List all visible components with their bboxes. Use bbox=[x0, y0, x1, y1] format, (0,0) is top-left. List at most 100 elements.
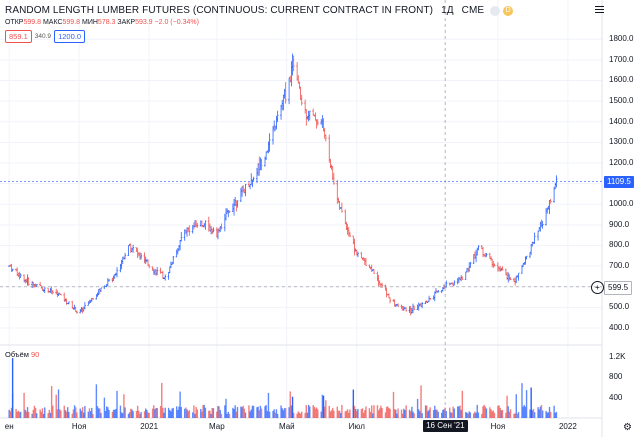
price-bar bbox=[19, 273, 22, 278]
price-bar bbox=[107, 279, 110, 282]
volume-bar bbox=[410, 411, 412, 418]
volume-bar bbox=[329, 411, 332, 418]
volume-bar bbox=[131, 409, 133, 418]
price-bar bbox=[460, 275, 463, 282]
volume-bar bbox=[241, 407, 243, 418]
price-bar bbox=[372, 269, 375, 274]
volume-bar bbox=[159, 405, 162, 418]
volume-bar bbox=[380, 405, 382, 418]
volume-bar bbox=[97, 408, 100, 418]
price-bar bbox=[63, 292, 66, 302]
volume-bar bbox=[493, 412, 496, 418]
volume-bar bbox=[164, 407, 166, 418]
price-bar bbox=[195, 220, 198, 228]
volume-bar bbox=[188, 410, 190, 418]
hamburger-icon[interactable] bbox=[595, 5, 604, 14]
volume-bar bbox=[381, 407, 383, 418]
price-bar bbox=[412, 303, 415, 314]
price-bar bbox=[171, 261, 174, 265]
volume-bar bbox=[130, 408, 132, 418]
price-bar bbox=[484, 252, 487, 258]
price-bar bbox=[275, 115, 278, 130]
volume-bar bbox=[143, 411, 146, 418]
volume-bar bbox=[484, 406, 486, 418]
volume-bar bbox=[451, 412, 453, 418]
volume-bar bbox=[33, 405, 36, 418]
price-bar bbox=[176, 247, 179, 255]
volume-bar bbox=[369, 411, 372, 418]
volume-bar bbox=[505, 412, 507, 418]
volume-bar bbox=[281, 408, 283, 418]
price-bar bbox=[81, 307, 84, 314]
volume-bar bbox=[306, 412, 309, 418]
volume-bar bbox=[506, 395, 508, 418]
volume-bar bbox=[553, 405, 555, 418]
volume-bar bbox=[151, 408, 154, 418]
volume-bar bbox=[25, 411, 28, 418]
volume-bar bbox=[473, 413, 475, 418]
legend-exchange: CME bbox=[461, 5, 485, 16]
volume-bar bbox=[408, 409, 411, 418]
volume-bar bbox=[328, 405, 330, 418]
volume-bar bbox=[356, 410, 358, 418]
volume-bar bbox=[474, 411, 476, 418]
volume-bar bbox=[395, 409, 397, 418]
volume-bar bbox=[209, 410, 211, 418]
volume-bar bbox=[76, 412, 78, 418]
volume-bar bbox=[167, 407, 170, 418]
gear-icon[interactable]: ⚙ bbox=[623, 422, 632, 433]
volume-bar bbox=[240, 406, 242, 418]
price-bar bbox=[210, 226, 213, 235]
volume-bar bbox=[179, 391, 181, 418]
volume-bar bbox=[203, 404, 205, 418]
volume-bar bbox=[465, 412, 467, 418]
volume-bar bbox=[313, 406, 316, 418]
price-bar bbox=[215, 227, 218, 238]
crosshair-date-tag: 16 Сен '21 bbox=[423, 420, 468, 432]
price-bar bbox=[298, 81, 301, 89]
crosshair-price-tag: 599.5 bbox=[604, 280, 633, 295]
sell-button[interactable]: 859.1 bbox=[5, 30, 32, 43]
volume-bar bbox=[36, 413, 38, 418]
time-tick-label: Ноя bbox=[71, 422, 87, 431]
price-bar bbox=[99, 287, 102, 292]
volume-bar bbox=[10, 407, 13, 418]
price-bar bbox=[523, 262, 526, 266]
plus-circle-icon[interactable]: + bbox=[591, 280, 604, 294]
volume-bar bbox=[497, 405, 499, 418]
volume-bar bbox=[466, 412, 468, 418]
price-tick-label: 700.0 bbox=[609, 261, 630, 271]
volume-bar bbox=[225, 398, 227, 418]
volume-bar bbox=[304, 412, 306, 418]
volume-bar bbox=[108, 409, 110, 418]
volume-bar bbox=[412, 411, 414, 418]
buy-button[interactable]: 1200.0 bbox=[54, 30, 86, 43]
price-bar bbox=[239, 187, 242, 202]
volume-bar bbox=[523, 405, 525, 418]
volume-bar bbox=[47, 413, 49, 418]
volume-bar bbox=[435, 409, 437, 418]
volume-bar bbox=[450, 412, 452, 418]
price-tick-label: 400.0 bbox=[609, 322, 630, 332]
price-bar bbox=[549, 198, 552, 204]
price-bar bbox=[152, 268, 155, 275]
volume-bar bbox=[23, 392, 25, 418]
volume-bar bbox=[195, 407, 197, 418]
price-bar bbox=[291, 53, 294, 76]
volume-bar bbox=[360, 409, 363, 418]
volume-bar bbox=[41, 408, 44, 418]
volume-bar bbox=[266, 411, 269, 418]
volume-bar bbox=[103, 397, 106, 418]
ohlc-values: ОТКР599.8 МАКС599.8 МИН578.3 ЗАКР593.9 −… bbox=[5, 19, 199, 26]
volume-bar bbox=[305, 405, 308, 418]
legend-interval[interactable]: 1Д bbox=[441, 5, 454, 16]
price-bar bbox=[200, 220, 203, 228]
volume-bar bbox=[66, 407, 69, 418]
price-bar bbox=[490, 256, 493, 261]
volume-bar bbox=[545, 410, 547, 418]
volume-bar bbox=[352, 389, 355, 418]
volume-bar bbox=[364, 410, 366, 418]
price-bar bbox=[124, 252, 127, 260]
volume-bar bbox=[483, 404, 485, 418]
